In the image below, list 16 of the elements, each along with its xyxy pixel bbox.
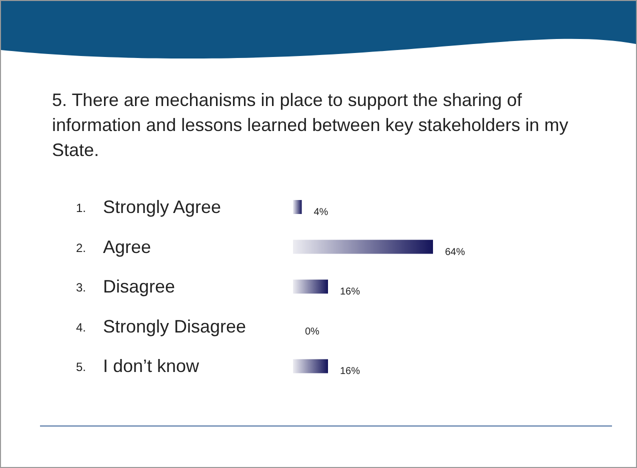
chart-title: 5. There are mechanisms in place to support the sharing of information and lessons learned between key stakeholders in my State. bbox=[52, 90, 568, 160]
data-label: 0% bbox=[305, 326, 320, 338]
data-label: 16% bbox=[340, 366, 360, 378]
text: 2. bbox=[76, 240, 86, 255]
y-tick-label: Strongly Disagree bbox=[103, 316, 246, 336]
data-label: 16% bbox=[340, 286, 360, 298]
y-tick-label: Strongly Agree bbox=[103, 197, 222, 217]
y-tick-label: Disagree bbox=[103, 276, 176, 297]
y-tick-label: I don’t know bbox=[103, 356, 200, 376]
data-label: 4% bbox=[314, 207, 328, 218]
y-tick-label: Agree bbox=[103, 236, 152, 257]
data-label: 64% bbox=[445, 246, 466, 258]
text: 3. bbox=[76, 280, 86, 295]
text: 1. bbox=[76, 201, 86, 215]
text: 5. bbox=[76, 360, 86, 374]
text: 4. bbox=[76, 320, 86, 334]
